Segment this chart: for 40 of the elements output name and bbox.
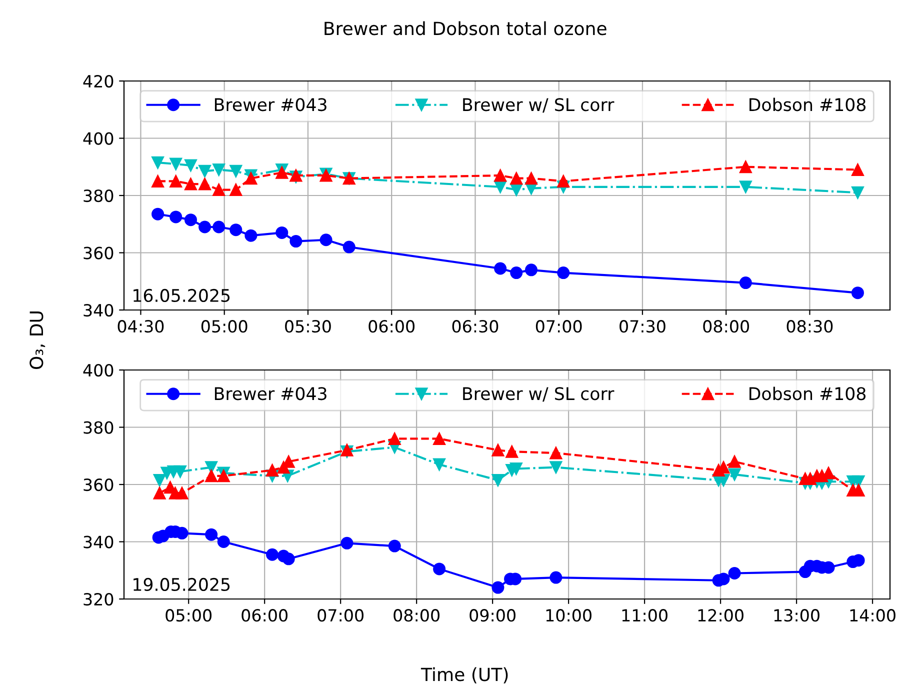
x-tick-label: 06:00 [242, 609, 288, 622]
y-tick-label: 400 [83, 132, 114, 145]
x-tick-label: 07:00 [318, 609, 364, 622]
x-tick-label: 07:00 [536, 320, 582, 333]
x-tick-label: 10:00 [546, 609, 592, 622]
y-tick-label: 400 [83, 364, 114, 377]
y-tick-label: 420 [83, 74, 114, 88]
annotation: 19.05.2025 [134, 578, 230, 592]
y-tick-label: 360 [84, 246, 114, 260]
chart-title: Brewer and Dobson total ozone [324, 21, 606, 36]
x-tick-label: 08:00 [703, 320, 750, 333]
legend-label: Brewer #043 [214, 387, 326, 400]
y-tick-label: 340 [84, 536, 114, 548]
legend-label: Brewer w/ SL corr [463, 98, 614, 113]
y-tick-label: 320 [84, 592, 114, 606]
x-tick-label: 14:00 [850, 609, 896, 622]
x-tick-label: 11:00 [622, 609, 668, 622]
x-tick-label: 05:00 [166, 609, 212, 622]
x-tick-label: 07:30 [620, 320, 666, 333]
x-tick-label: 08:00 [394, 609, 440, 622]
legend-label: Brewer #043 [214, 98, 326, 112]
x-tick-label: 04:30 [118, 320, 164, 333]
y-tick-label: 340 [84, 304, 114, 317]
x-tick-label: 13:00 [774, 609, 820, 622]
y-tick-label: 360 [84, 478, 114, 492]
legend-label: Dobson #108 [750, 386, 866, 400]
x-tick-label: 09:00 [470, 609, 516, 622]
y-axis-title: O₃, DU [30, 312, 46, 370]
y-tick-label: 380 [84, 421, 114, 434]
y-tick-label: 380 [84, 189, 114, 202]
x-axis-title: Time (UT) [420, 667, 508, 684]
x-tick-label: 08:30 [786, 320, 833, 333]
legend-label: Brewer w/ SL corr [463, 387, 614, 402]
x-tick-label: 12:00 [698, 609, 744, 622]
x-tick-label: 06:00 [368, 320, 415, 333]
x-tick-label: 05:30 [285, 320, 331, 333]
x-tick-label: 05:00 [201, 320, 248, 333]
annotation: 16.05.2025 [134, 288, 230, 302]
legend-label: Dobson #108 [750, 98, 866, 112]
x-tick-label: 06:30 [452, 320, 498, 333]
